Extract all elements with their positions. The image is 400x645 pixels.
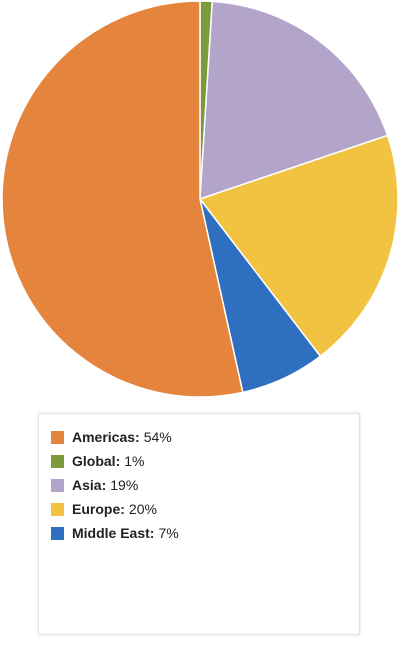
pie-slice-europe[interactable] [199,134,399,357]
chart-legend: Americas: 54% Global: 1% Asia: 19% Europ… [38,413,360,635]
legend-value-middle-east: 7% [158,525,179,541]
legend-value-europe: 20% [128,501,157,517]
legend-value-asia: 19% [110,477,139,493]
legend-item-global[interactable]: Global: 1% [51,449,359,473]
legend-swatch-americas [51,430,64,444]
legend-label-americas: Americas [72,429,136,445]
legend-label-asia: Asia [72,477,102,493]
legend-item-europe[interactable]: Europe: 20% [51,497,359,521]
pie-slice-americas[interactable] [1,0,244,398]
legend-swatch-europe [51,502,64,516]
legend-value-global: 1% [124,453,145,469]
legend-item-americas[interactable]: Americas: 54% [51,425,359,449]
pie-slice-asia[interactable] [199,0,389,200]
legend-label-europe: Europe [72,501,121,517]
legend-label-middle-east: Middle East [72,525,150,541]
legend-swatch-middle-east [51,526,64,540]
legend-swatch-asia [51,478,64,492]
legend-label-global: Global [72,453,116,469]
legend-item-middle-east[interactable]: Middle East: 7% [51,521,359,545]
legend-swatch-global [51,454,64,468]
legend-item-asia[interactable]: Asia: 19% [51,473,359,497]
pie-chart [1,0,399,398]
legend-value-americas: 54% [143,429,172,445]
